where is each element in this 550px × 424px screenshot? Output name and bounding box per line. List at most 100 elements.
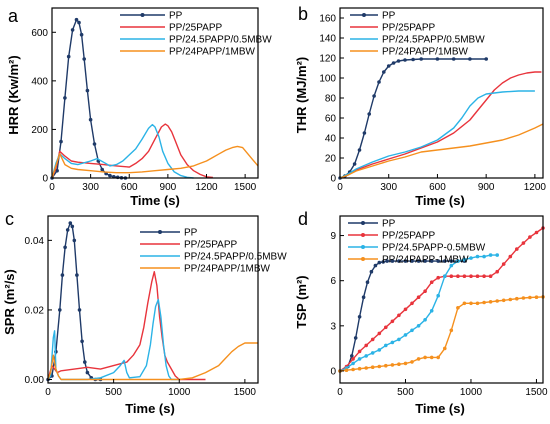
- data-point: [364, 343, 369, 348]
- y-tick-label: 80: [325, 94, 337, 105]
- data-point: [429, 355, 434, 360]
- data-point: [449, 328, 454, 333]
- data-point: [534, 230, 539, 235]
- data-point: [396, 59, 401, 63]
- data-point: [70, 28, 75, 32]
- data-point: [79, 32, 84, 37]
- data-point: [456, 274, 460, 279]
- data-point: [508, 297, 513, 302]
- x-axis-label: Time (s): [415, 401, 465, 416]
- data-point: [60, 273, 65, 277]
- x-tick-label: 1200: [524, 182, 547, 193]
- data-point: [423, 318, 427, 322]
- data-point: [66, 54, 71, 59]
- data-point: [357, 315, 362, 319]
- series-line-pp245: [47, 298, 180, 381]
- data-point: [357, 366, 362, 371]
- data-point: [515, 247, 519, 251]
- data-point: [462, 301, 467, 306]
- legend: PPPP/25PAPPPP/24.5PAPP/0.5MBWPP/24PAPP/1…: [140, 228, 287, 275]
- plot-frame: [339, 7, 544, 179]
- x-tick-label: 1500: [525, 387, 548, 398]
- data-point: [462, 257, 467, 262]
- data-point: [391, 61, 396, 65]
- data-point: [351, 367, 355, 372]
- data-point: [370, 351, 375, 355]
- data-point: [70, 224, 75, 229]
- data-point: [357, 148, 362, 152]
- legend-marker: [361, 245, 365, 249]
- y-tick-label: 9: [330, 231, 336, 242]
- data-point: [449, 274, 454, 279]
- data-point: [352, 162, 357, 166]
- plot-frame: [339, 215, 544, 384]
- series-line-pp24: [339, 296, 544, 372]
- data-point: [515, 296, 519, 301]
- data-point: [451, 57, 456, 61]
- data-point: [364, 366, 369, 370]
- x-tick-label: 500: [397, 387, 414, 398]
- y-tick-label: 160: [319, 14, 336, 25]
- data-point: [435, 57, 440, 61]
- data-point: [495, 269, 500, 274]
- y-tick-label: 140: [319, 34, 336, 45]
- data-point: [423, 259, 427, 263]
- y-tick-label: 40: [325, 134, 337, 145]
- plot-frame: [47, 215, 259, 384]
- data-point: [534, 295, 539, 300]
- series-line-pp25papp: [339, 71, 542, 179]
- legend-marker: [140, 13, 145, 17]
- legend-label: PP/24.5PAPP-0.5MBW: [382, 243, 486, 254]
- data-point: [77, 308, 82, 312]
- data-point: [462, 274, 467, 279]
- series-line-pp245: [51, 123, 194, 179]
- data-point: [495, 253, 500, 257]
- data-point: [385, 259, 389, 263]
- data-point: [484, 57, 489, 61]
- data-point: [369, 269, 374, 274]
- y-axis-label: THR (MJ/m²): [294, 57, 309, 134]
- data-point: [449, 259, 454, 263]
- series-line-pp25papp: [51, 123, 213, 179]
- data-point: [377, 364, 382, 369]
- data-point: [88, 117, 93, 122]
- data-point: [456, 259, 460, 263]
- data-point: [528, 235, 532, 239]
- y-axis-label: HRR (Kw/m²): [6, 55, 21, 134]
- data-point: [92, 142, 97, 146]
- data-point: [373, 263, 378, 268]
- x-tick-label: 0: [337, 182, 343, 193]
- data-point: [344, 368, 349, 373]
- plot-frame: [51, 7, 259, 179]
- data-point: [77, 20, 81, 25]
- x-tick-label: 1500: [234, 387, 257, 398]
- legend-label: PP: [382, 219, 396, 230]
- series-line-pp245: [339, 254, 498, 372]
- data-point: [482, 254, 486, 259]
- data-point: [100, 167, 104, 172]
- data-point: [403, 307, 408, 312]
- x-tick-label: 1000: [460, 387, 483, 398]
- series-line-pp245: [339, 90, 535, 179]
- data-point: [488, 300, 493, 304]
- data-point: [377, 80, 381, 84]
- legend-label: PP/25PAPP: [184, 240, 238, 251]
- data-point: [436, 259, 441, 263]
- y-tick-label: 400: [31, 76, 48, 87]
- y-tick-label: 20: [325, 154, 337, 165]
- data-point: [488, 253, 493, 257]
- y-tick-label: 0.00: [25, 375, 45, 386]
- x-tick-label: 500: [105, 387, 122, 398]
- y-tick-label: 0: [330, 366, 336, 377]
- data-point: [82, 57, 86, 61]
- data-point: [353, 336, 358, 340]
- data-point: [83, 360, 87, 364]
- data-point: [365, 280, 370, 285]
- y-axis-label: TSP (m²): [294, 275, 309, 328]
- data-point: [372, 94, 376, 98]
- legend-label: PP/25PAPP: [382, 23, 436, 34]
- data-point: [508, 254, 513, 259]
- data-point: [377, 331, 382, 336]
